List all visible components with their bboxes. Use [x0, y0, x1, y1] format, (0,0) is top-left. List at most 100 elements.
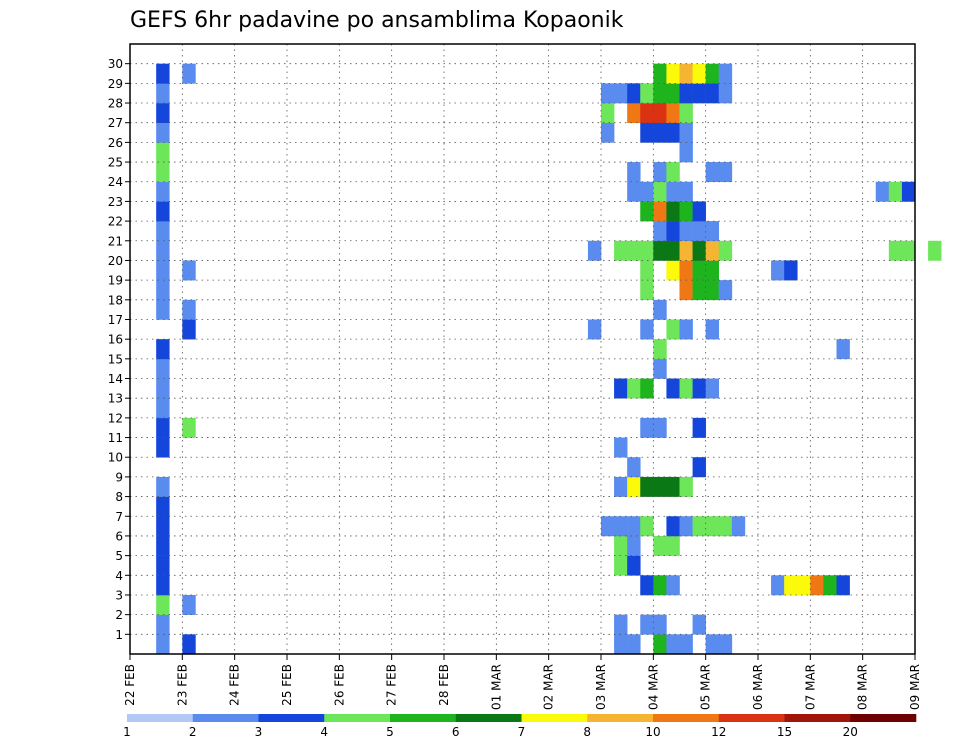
y-tick-label: 26 [108, 136, 123, 150]
x-tick-label: 09 MAR [908, 664, 922, 710]
heatmap-cell [156, 476, 170, 497]
y-tick-label: 27 [108, 116, 123, 130]
heatmap-cell [614, 437, 628, 458]
heatmap-cell [614, 240, 628, 261]
heatmap-cell [705, 319, 720, 340]
colorbar-swatch [455, 714, 522, 722]
heatmap-cell [601, 103, 615, 124]
heatmap-cell [601, 83, 615, 104]
heatmap-cell [627, 83, 641, 104]
heatmap-cell [705, 83, 720, 104]
heatmap-cell [666, 575, 680, 596]
heatmap-cell [653, 201, 667, 222]
heatmap-cell [156, 398, 170, 419]
heatmap-cell [640, 319, 654, 340]
heatmap-cell [666, 634, 680, 655]
heatmap-cell [156, 575, 170, 596]
y-tick-label: 7 [115, 510, 123, 524]
heatmap-cell [156, 535, 170, 556]
heatmap-cell [653, 339, 667, 360]
heatmap-cell [692, 201, 706, 222]
heatmap-cell [640, 103, 654, 124]
heatmap-cell [666, 103, 680, 124]
x-tick-label: 22 FEB [123, 664, 137, 706]
colorbar: 1 2 3 4 5 6 7 8 10 12 15 20 [123, 714, 917, 739]
colorbar-label: 8 [583, 725, 591, 739]
colorbar-label: 4 [320, 725, 328, 739]
heatmap-cell [653, 417, 667, 438]
heatmap-cell [653, 221, 667, 242]
heatmap-cell [587, 240, 602, 261]
heatmap-cell [784, 575, 798, 596]
heatmap-cell [679, 63, 693, 84]
heatmap-cell [705, 162, 720, 183]
y-tick-label: 6 [115, 529, 123, 543]
grid-lines [130, 44, 915, 654]
heatmap-cell [156, 496, 170, 517]
heatmap-cell [614, 614, 628, 635]
y-tick-label: 25 [108, 156, 123, 170]
y-tick-label: 21 [108, 234, 123, 248]
heatmap-cell [692, 280, 706, 301]
heatmap-cell [627, 378, 641, 399]
heatmap-cell [640, 476, 654, 497]
heatmap-cell [888, 181, 903, 202]
colorbar-label: 1 [123, 725, 131, 739]
y-tick-label: 12 [108, 411, 123, 425]
heatmap-cell [653, 122, 667, 143]
heatmap-cell [653, 162, 667, 183]
heatmap-cell [705, 634, 720, 655]
heatmap-cell [666, 319, 680, 340]
heatmap-cell [640, 240, 654, 261]
heatmap-cell [836, 339, 850, 360]
heatmap-cell [640, 378, 654, 399]
y-tick-label: 30 [108, 57, 123, 71]
colorbar-swatch [192, 714, 259, 722]
heatmap-cell [640, 516, 654, 537]
colorbar-swatch [324, 714, 391, 722]
heatmap-cell [666, 83, 680, 104]
y-tick-label: 20 [108, 254, 123, 268]
chart-title: GEFS 6hr padavine po ansamblima Kopaonik [130, 8, 624, 33]
heatmap-cell [666, 63, 680, 84]
colorbar-label: 3 [255, 725, 263, 739]
heatmap-cell [653, 240, 667, 261]
y-tick-label: 13 [108, 392, 123, 406]
y-tick-label: 15 [108, 352, 123, 366]
heatmap-cell [666, 476, 680, 497]
heatmap-cell [627, 162, 641, 183]
heatmap-cell [705, 280, 720, 301]
heatmap-cell [627, 555, 641, 576]
heatmap-cell [640, 181, 654, 202]
heatmap-cell [653, 83, 667, 104]
heatmap-cell [653, 181, 667, 202]
y-tick-label: 16 [108, 333, 123, 347]
heatmap-cells [156, 63, 942, 655]
heatmap-cell [182, 417, 196, 438]
colorbar-swatch [258, 714, 325, 722]
heatmap-cell [705, 240, 720, 261]
x-tick-label: 07 MAR [803, 664, 817, 710]
colorbar-swatch [653, 714, 720, 722]
heatmap-cell [666, 201, 680, 222]
heatmap-cell [692, 516, 706, 537]
heatmap-cell [640, 417, 654, 438]
heatmap-cell [640, 260, 654, 281]
heatmap-cell [653, 575, 667, 596]
heatmap-cell [679, 634, 693, 655]
heatmap-cell [679, 221, 693, 242]
heatmap-cell [653, 476, 667, 497]
heatmap-cell [614, 535, 628, 556]
heatmap-cell [718, 516, 733, 537]
colorbar-swatch [850, 714, 917, 722]
heatmap-cell [718, 240, 733, 261]
heatmap-cell [705, 378, 720, 399]
heatmap-cell [156, 103, 170, 124]
heatmap-cell [718, 83, 733, 104]
x-tick-label: 25 FEB [280, 664, 294, 706]
heatmap-cell [156, 339, 170, 360]
colorbar-swatch [521, 714, 588, 722]
heatmap-cell [156, 181, 170, 202]
x-axis: 22 FEB 23 FEB 24 FEB 25 FEB 26 FEB 27 FEB 28 F… [123, 654, 922, 710]
